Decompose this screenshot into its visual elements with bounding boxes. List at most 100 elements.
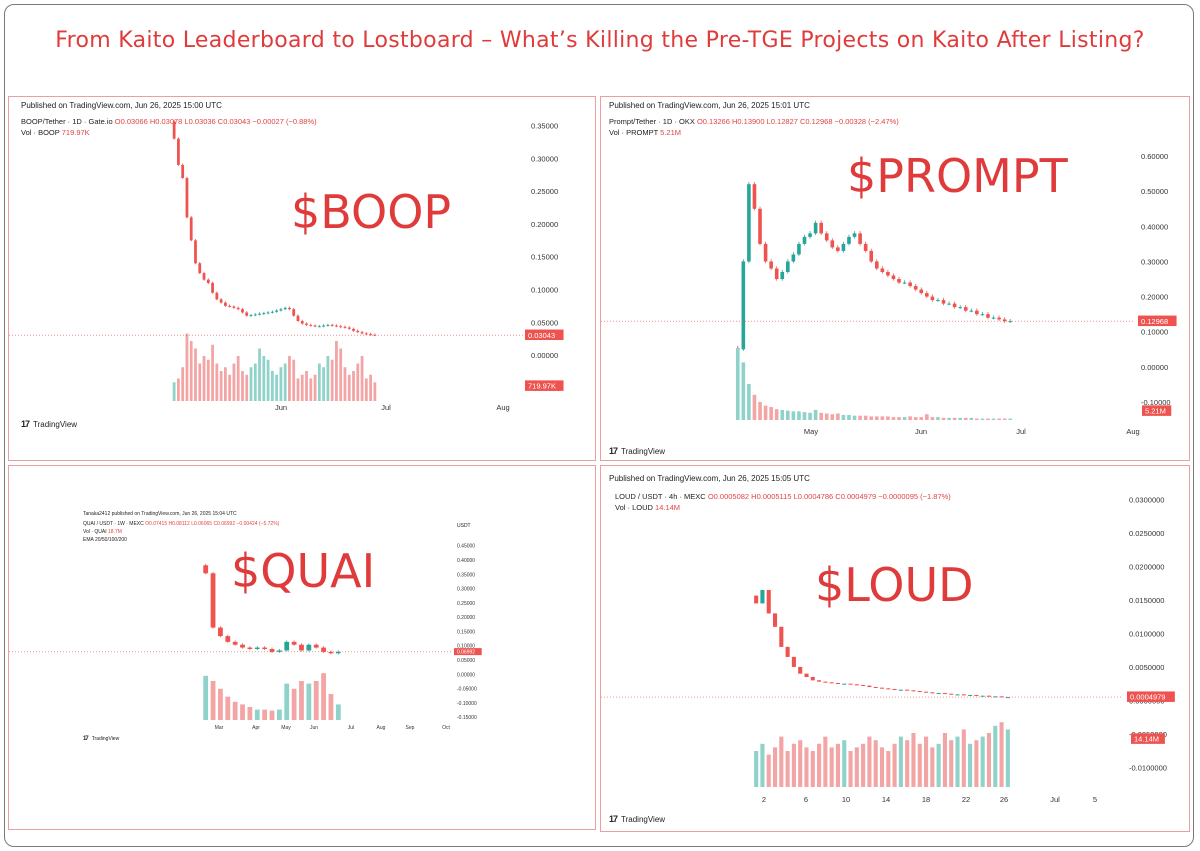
candle-body	[339, 326, 343, 328]
published-line: Published on TradingView.com, Jun 26, 20…	[21, 101, 222, 110]
candle-body	[300, 320, 304, 324]
candle-body	[206, 279, 210, 283]
volume-bar	[829, 747, 834, 787]
volume-bar	[236, 356, 240, 401]
candle-body	[991, 317, 996, 319]
y-axis-tick-label: 0.30000	[531, 154, 558, 163]
candle-body	[980, 695, 985, 697]
volume-bar	[253, 363, 257, 401]
candle-body	[873, 687, 878, 689]
volume-bar	[858, 415, 862, 420]
candle-body	[283, 307, 287, 310]
volume-line: Vol · BOOP 719.97K	[21, 128, 90, 137]
candle-body	[774, 268, 779, 280]
volume-bar	[758, 402, 762, 420]
published-line: Tanaka2412 published on TradingView.com,…	[83, 511, 237, 517]
candle-body	[240, 644, 245, 648]
y-axis-tick-label: 0.40000	[457, 558, 475, 564]
volume-tag-bg	[1131, 733, 1165, 744]
volume-bar	[249, 367, 253, 401]
candle-body	[225, 636, 231, 642]
volume-bar	[835, 743, 840, 787]
volume-tag: 719.97K	[528, 382, 556, 391]
volume-bar	[879, 747, 885, 787]
ticker-annotation: $QUAI	[231, 544, 376, 598]
candle-body	[321, 647, 326, 652]
volume-tag-bg	[525, 380, 564, 391]
candle-body	[955, 694, 960, 696]
chart-panel-loud: Published on TradingView.com, Jun 26, 20…	[600, 465, 1190, 832]
candle-body	[867, 685, 872, 688]
candle-body	[270, 311, 274, 313]
chart-panel-prompt: Published on TradingView.com, Jun 26, 20…	[600, 96, 1190, 461]
candle-body	[228, 305, 232, 307]
candle-body	[835, 683, 840, 685]
y-axis-tick-label: 0.20000	[1141, 293, 1168, 302]
volume-bar	[763, 405, 768, 420]
candle-body	[804, 673, 809, 677]
y-axis-tick-label: 0.45000	[457, 544, 475, 550]
volume-bar	[769, 407, 773, 420]
volume-bar	[218, 688, 223, 720]
candle-body	[772, 613, 778, 627]
candle-body	[930, 692, 935, 694]
volume-bar	[847, 414, 851, 420]
candle-body	[211, 282, 214, 293]
price-tag: 0.0004979	[1130, 693, 1165, 702]
candle-body	[942, 693, 947, 695]
candle-body	[997, 317, 1001, 320]
candle-body	[347, 327, 351, 329]
brand-name: TradingView	[621, 446, 666, 456]
volume-bar	[206, 359, 210, 401]
volume-bar	[288, 356, 291, 401]
candle-body	[299, 644, 304, 651]
price-tag-bg	[1138, 315, 1177, 327]
volume-bar	[867, 736, 872, 787]
candle-body	[830, 240, 835, 248]
volume-bar	[356, 363, 360, 401]
candle-body	[232, 306, 236, 308]
candle-body	[836, 247, 840, 251]
volume-bar	[863, 415, 868, 420]
candle-body	[941, 300, 946, 304]
candle-body	[869, 250, 874, 262]
published-line: Published on TradingView.com, Jun 26, 20…	[609, 474, 810, 483]
volume-bar	[898, 736, 903, 787]
volume-label: Vol · BOOP	[21, 128, 60, 137]
candle-body	[780, 272, 785, 280]
ticker-annotation: $PROMPT	[847, 149, 1068, 203]
x-axis-tick-label: Aug	[496, 403, 509, 412]
volume-bar	[824, 413, 829, 420]
volume-bar	[309, 378, 313, 401]
candle-body	[813, 222, 818, 234]
candle-body	[908, 282, 912, 287]
y-axis-tick-label: 0.35000	[531, 122, 558, 131]
symbol-name: Prompt/Tether · 1D · OKX	[609, 117, 695, 126]
volume-bar	[292, 359, 296, 401]
volume-bar	[330, 359, 334, 401]
x-axis-tick-label: Oct	[442, 725, 450, 731]
candle-body	[210, 573, 216, 628]
symbol-line: LOUD / USDT · 4h · MEXC O0.0005082 H0.00…	[615, 492, 951, 501]
volume-bar	[991, 418, 996, 420]
symbol-line: QUAI / USDT · 1W · MEXC O0.07415 H0.0811…	[83, 521, 279, 527]
y-axis-tick-label: -0.0100000	[1129, 763, 1167, 772]
candle-body	[924, 691, 929, 693]
candle-body	[258, 313, 261, 315]
volume-bar	[823, 736, 828, 787]
brand-name: TradingView	[91, 736, 120, 742]
candle-body	[322, 325, 326, 327]
candle-body	[874, 261, 879, 269]
candle-body	[823, 681, 828, 683]
volume-bar	[223, 367, 227, 401]
candle-body	[824, 233, 829, 241]
candle-body	[858, 233, 862, 244]
y-axis-tick-label: 0.50000	[1141, 187, 1168, 196]
candle-body	[215, 292, 219, 300]
y-axis-tick-label: 0.00000	[457, 672, 475, 678]
candle-body	[798, 666, 803, 674]
volume-bar	[917, 743, 922, 787]
candle-body	[266, 312, 270, 314]
volume-bar	[980, 418, 985, 420]
candle-body	[752, 184, 757, 209]
